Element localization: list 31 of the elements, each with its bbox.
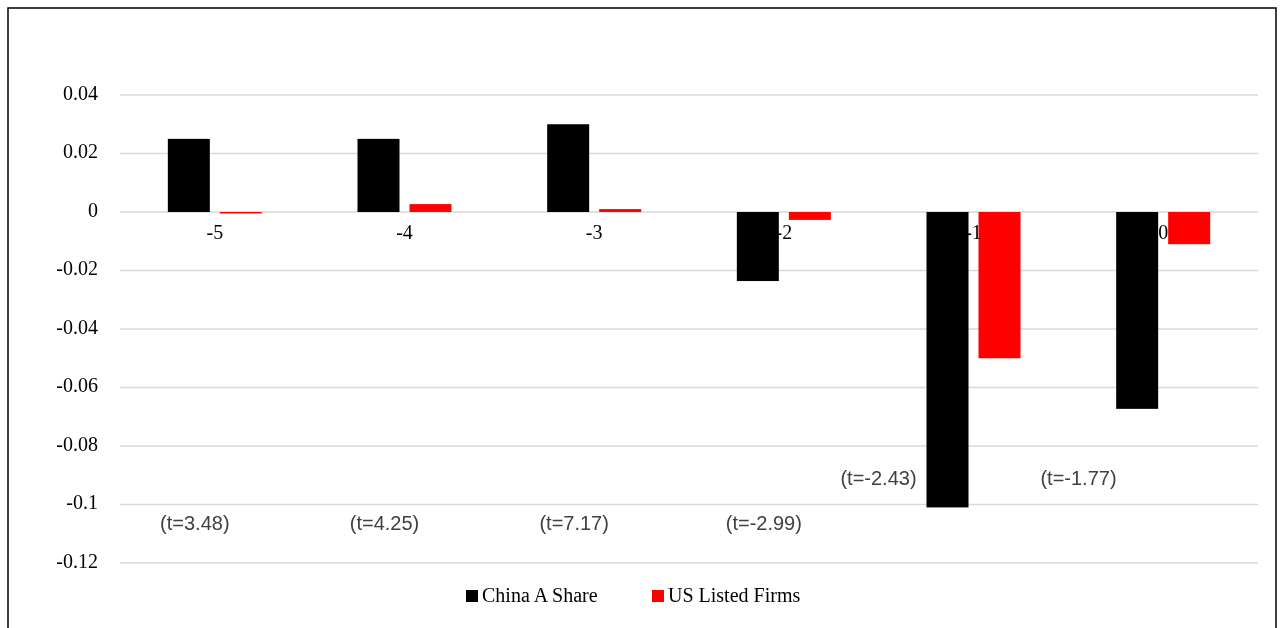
y-tick-label: -0.1 [66,491,98,514]
bar [599,209,642,212]
bar [167,138,210,212]
y-tick-label: -0.08 [56,432,98,455]
bar [1116,212,1159,409]
y-tick-label: -0.04 [56,315,98,338]
y-tick-label: -0.12 [56,549,98,572]
bar [409,204,452,212]
y-tick-label: -0.06 [56,374,98,397]
bar [926,212,969,508]
bar [788,212,831,220]
y-tick-label: 0.04 [63,81,98,104]
y-tick-label: -0.02 [56,257,98,280]
legend-label: US Listed Firms [668,583,801,606]
bar [736,212,779,282]
annotation: (t=-1.77) [1040,467,1117,490]
bar [357,138,400,212]
y-tick-label: 0.02 [63,140,98,163]
annotation: (t=-2.43) [840,467,917,490]
x-tick-label: -3 [585,220,603,243]
x-tick-label: 0 [1158,220,1169,243]
annotation: (t=7.17) [539,512,609,535]
x-tick-label: -5 [206,220,224,243]
y-tick-label: 0 [88,198,98,221]
legend-label: China A Share [482,583,598,606]
annotation: (t=3.48) [160,512,230,535]
annotation: (t=4.25) [349,512,420,535]
x-tick-label: -4 [396,220,413,243]
bar [547,124,590,212]
bar [1168,212,1211,245]
annotation: (t=-2.99) [725,512,802,535]
